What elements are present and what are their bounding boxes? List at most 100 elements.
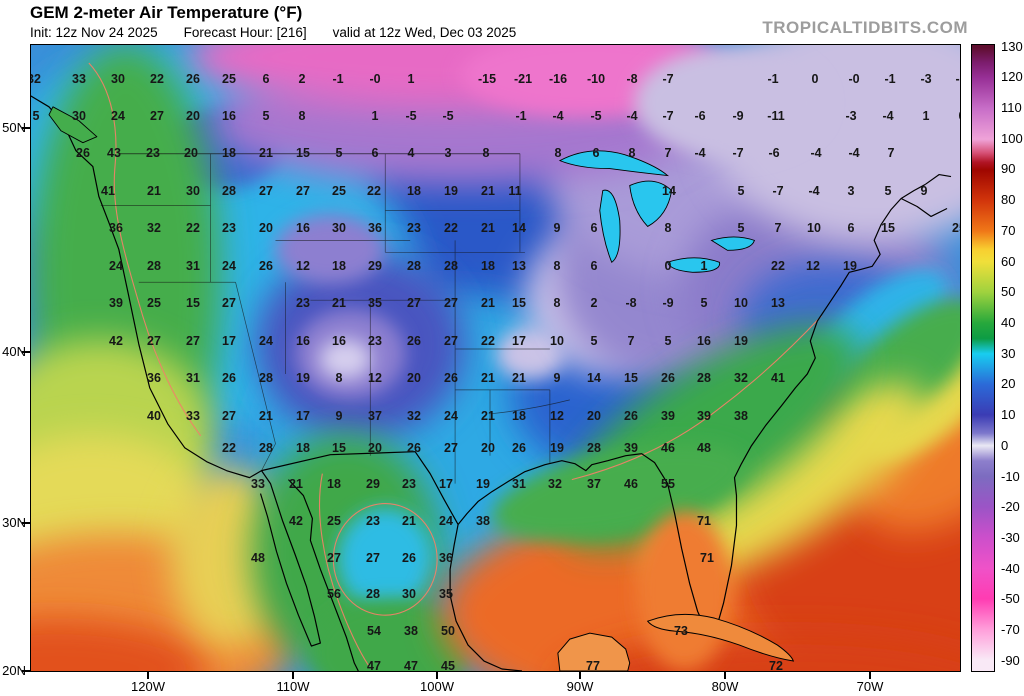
station-value: 12 — [368, 371, 382, 385]
station-value: 22 — [367, 184, 381, 198]
station-value: 21 — [259, 409, 273, 423]
station-value: 25 — [332, 184, 346, 198]
colorbar-tick-label: -30 — [1001, 530, 1020, 546]
temperature-map: 32333022262562-1-01-15-21-16-10-8-7-10-0… — [30, 44, 961, 672]
station-value: 19 — [444, 184, 458, 198]
gulf-of-california-coast — [288, 479, 359, 671]
lon-tick-label: 70W — [856, 679, 884, 694]
station-value: 26 — [407, 334, 421, 348]
station-value: 25 — [327, 514, 341, 528]
station-value: 8 — [298, 109, 306, 123]
station-value: 21 — [289, 477, 303, 491]
colorbar-tick-label: 20 — [1001, 376, 1016, 392]
lake-ontario — [710, 236, 755, 251]
station-value: 29 — [366, 477, 380, 491]
station-value: 23 — [366, 514, 380, 528]
station-value: 22 — [186, 221, 200, 235]
station-value: 11 — [508, 184, 522, 198]
station-value: 26 — [624, 409, 638, 423]
station-value: 25 — [222, 72, 236, 86]
station-value: 19 — [296, 371, 310, 385]
station-value: 14 — [512, 221, 526, 235]
station-value: 32 — [31, 72, 41, 86]
vancouver-island — [48, 106, 98, 144]
lon-tick-mark — [292, 672, 294, 679]
station-value: 5 — [262, 109, 270, 123]
station-value: 26 — [402, 551, 416, 565]
station-value: 28 — [222, 184, 236, 198]
station-value: 31 — [512, 477, 526, 491]
station-value: 28 — [366, 587, 380, 601]
station-value: -1 — [515, 109, 527, 123]
station-value: 36 — [147, 371, 161, 385]
station-value: 16 — [296, 334, 310, 348]
colorbar-tick-label: -20 — [1001, 499, 1020, 515]
station-value: 21 — [481, 296, 495, 310]
lake-michigan — [599, 189, 621, 263]
station-value: -4 — [848, 146, 860, 160]
station-value: -0 — [848, 72, 860, 86]
station-value: 50 — [441, 624, 455, 638]
coastline-paths — [31, 95, 952, 671]
station-value: 18 — [327, 477, 341, 491]
station-value: 5 — [590, 334, 598, 348]
station-value: 23 — [407, 221, 421, 235]
station-value: 27 — [259, 184, 273, 198]
station-value: 28 — [697, 371, 711, 385]
station-value: 41 — [771, 371, 785, 385]
station-value: 16 — [296, 221, 310, 235]
station-value: 32 — [734, 371, 748, 385]
station-value: 54 — [367, 624, 381, 638]
station-value: 28 — [444, 259, 458, 273]
station-value: 27 — [327, 551, 341, 565]
station-value: 7 — [887, 146, 895, 160]
colorbar-tick-label: -90 — [1001, 652, 1020, 668]
station-value: 26 — [407, 441, 421, 455]
station-value: 6 — [592, 146, 600, 160]
station-value: 26 — [259, 259, 273, 273]
station-value: 7 — [664, 146, 672, 160]
station-value: 36 — [439, 551, 453, 565]
lon-tick-label: 90W — [566, 679, 594, 694]
station-value: 8 — [553, 296, 561, 310]
station-value: -4 — [552, 109, 564, 123]
station-value: 8 — [553, 259, 561, 273]
colorbar-tick-label: 100 — [1001, 130, 1023, 146]
station-value: 21 — [481, 184, 495, 198]
station-value: 21 — [512, 371, 526, 385]
station-value: 20 — [481, 441, 495, 455]
yucatan-cuba — [557, 613, 795, 671]
station-value: 30 — [111, 72, 125, 86]
station-value: 3 — [847, 184, 855, 198]
station-value: 18 — [296, 441, 310, 455]
colorbar-tick-label: 50 — [1001, 284, 1016, 300]
station-value: 12 — [296, 259, 310, 273]
station-value: -11 — [767, 109, 785, 123]
station-value: 28 — [259, 441, 273, 455]
station-value: 12 — [550, 409, 564, 423]
station-value: 18 — [512, 409, 526, 423]
station-value: 22 — [222, 441, 236, 455]
station-value: 8 — [335, 371, 343, 385]
station-value: 18 — [407, 184, 421, 198]
station-value: 18 — [332, 259, 346, 273]
station-value: 18 — [222, 146, 236, 160]
station-value: 9 — [553, 371, 561, 385]
station-value: 26 — [512, 441, 526, 455]
station-value: 23 — [222, 221, 236, 235]
lat-tick-mark — [22, 670, 30, 672]
station-value: -10 — [586, 72, 606, 86]
station-value: 21 — [402, 514, 416, 528]
station-value: 33 — [72, 72, 86, 86]
yucatan-peninsula — [557, 632, 631, 671]
station-value: 21 — [481, 409, 495, 423]
station-value: 15 — [512, 296, 526, 310]
station-value: 30 — [402, 587, 416, 601]
station-value: 71 — [700, 551, 714, 565]
station-value: 16 — [332, 334, 346, 348]
lat-tick-label: 30N — [2, 515, 26, 530]
station-value: 39 — [661, 409, 675, 423]
station-value: 19 — [843, 259, 857, 273]
lat-tick-label: 40N — [2, 344, 26, 359]
lat-tick-label: 50N — [2, 120, 26, 135]
